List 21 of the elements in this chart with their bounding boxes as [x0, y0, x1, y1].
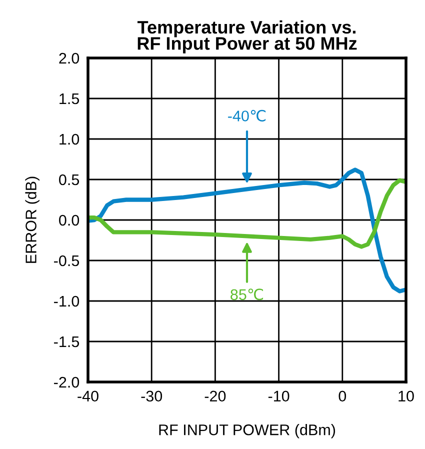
y-tick-label: 0.5: [59, 174, 80, 186]
x-tick-label: 10: [398, 390, 414, 402]
x-tick-label: 0: [338, 390, 346, 402]
y-tick-label: -1.0: [54, 296, 80, 307]
y-tick-label: 2.0: [59, 52, 80, 64]
chart-title: Temperature Variation vs. RF Input Power at 50 MHz: [137, 20, 357, 54]
y-tick-label: -0.5: [54, 255, 80, 266]
annotation: 85℃: [230, 288, 264, 300]
x-tick-label: -40: [78, 390, 98, 402]
x-tick-label: -20: [204, 390, 226, 402]
x-tick-label: -10: [268, 390, 290, 402]
y-tick-label: 1.5: [60, 94, 80, 104]
annotation: -40℃: [228, 110, 266, 122]
y-tick-label: 0.0: [59, 214, 80, 226]
line-series: [88, 178, 406, 249]
y-tick-label: 1.0: [60, 134, 80, 145]
y-tick-label: -1.5: [54, 336, 80, 348]
y-tick-label: -2.0: [54, 376, 80, 388]
x-axis-title: RF INPUT POWER (dBm): [159, 424, 336, 438]
x-tick-label: -30: [141, 390, 162, 402]
y-axis-title: ERROR (dB): [25, 176, 40, 263]
